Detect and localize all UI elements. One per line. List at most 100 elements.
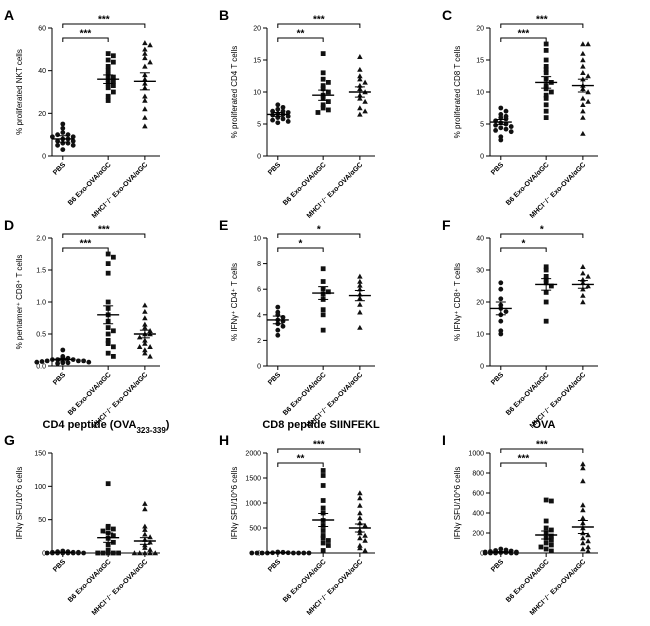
y-tick-label: 60 [38,26,46,33]
y-axis-label: IFNγ SFU/10^6 cells [230,467,239,540]
data-point [55,132,60,138]
data-point [285,119,291,124]
significance-stars: *** [518,454,530,465]
panel-label: G [4,432,15,448]
y-tick-label: 150 [34,451,46,458]
data-point [105,542,111,548]
data-point [147,539,153,545]
y-axis-label: IFNγ SFU/10^6 cells [15,467,24,540]
series-2 [571,461,594,554]
series-1 [535,264,558,324]
data-point [325,543,331,548]
data-point [320,279,326,284]
data-point [580,95,586,101]
data-point [498,296,504,302]
data-point [585,538,591,544]
data-point [325,289,331,295]
data-point [70,134,76,140]
series-2 [348,273,371,330]
series-0 [489,280,512,337]
panel-label: E [219,217,228,233]
data-point [325,99,331,104]
y-tick-label: 400 [472,511,484,518]
series-2 [348,490,371,553]
data-point [357,54,363,60]
data-point [320,533,326,538]
category-label: PBS [490,161,505,176]
data-point [44,358,50,364]
data-point [548,89,554,95]
data-point [362,98,368,104]
y-axis-label: % proliferated CD8 T cells [453,46,462,139]
significance-bracket [277,462,324,467]
data-point [81,358,86,364]
data-point [147,546,153,552]
data-point [105,57,111,63]
data-point [110,74,116,80]
data-point [580,70,586,76]
category-label: PBS [490,558,505,573]
data-point [280,323,286,329]
significance-stars: ** [297,29,305,40]
y-tick-label: 0.5 [36,332,46,339]
data-point [306,550,312,556]
data-point [543,264,549,270]
data-point [105,261,111,266]
data-point [142,340,148,346]
data-point [538,544,544,550]
data-point [142,50,148,56]
data-point [147,550,153,556]
data-point [105,547,111,553]
data-point [543,290,549,295]
data-point [498,331,504,337]
significance-bracket [277,233,361,238]
data-point [503,126,509,132]
data-point [147,353,153,359]
data-point [543,267,549,273]
data-point [105,341,111,346]
y-tick-label: 0 [257,364,261,371]
data-point [493,122,498,128]
series-2 [348,54,371,117]
data-point [249,550,255,556]
data-point [580,502,586,508]
data-point [498,546,504,552]
y-tick-label: 40 [476,236,484,243]
data-point [320,473,326,478]
data-point [357,301,363,307]
data-point [34,359,40,365]
y-tick-label: 4 [257,312,261,319]
panel-label: I [442,432,446,448]
significance-stars: *** [536,440,548,451]
significance-stars: *** [80,29,92,40]
significance-stars: * [299,239,303,250]
y-tick-label: 6 [257,287,261,294]
data-point [142,324,148,330]
data-point [362,532,368,538]
y-tick-label: 50 [38,517,46,524]
data-point [585,283,591,289]
series-2 [571,41,594,136]
data-point [110,539,116,545]
data-point [110,78,116,84]
data-point [543,57,549,63]
y-tick-label: 800 [472,471,484,478]
data-point [110,53,116,59]
data-point [357,545,363,551]
data-point [50,134,55,140]
data-point [142,63,148,69]
data-point [301,550,307,556]
data-point [543,518,549,524]
y-tick-label: 0 [42,551,46,558]
data-point [548,537,554,543]
data-point [110,533,116,539]
data-point [357,95,363,101]
y-tick-label: 10 [253,236,261,243]
data-point [357,535,363,541]
y-axis-label: % proliferated CD4 T cells [230,46,239,139]
data-point [325,80,331,85]
data-point [105,550,111,556]
data-point [357,324,363,330]
